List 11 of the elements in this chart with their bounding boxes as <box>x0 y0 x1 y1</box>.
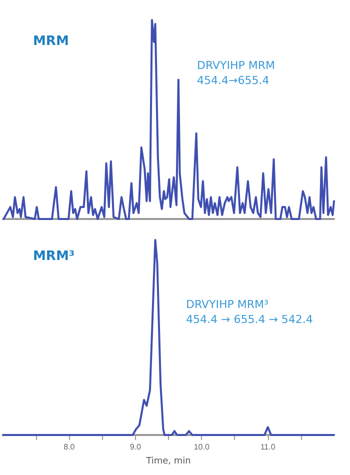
x-tick-label: 9.0 <box>130 442 142 452</box>
x-tick-label: 11.0 <box>260 442 276 452</box>
annotation: DRVYIHP MRM³ <box>186 298 268 311</box>
annotation: 454.4→655.4 <box>197 74 270 87</box>
x-tick-label: 10.0 <box>194 442 210 452</box>
x-axis-title: Time, min <box>145 456 191 466</box>
annotation: DRVYIHP MRM <box>197 59 276 72</box>
text: MRM³ <box>33 249 75 264</box>
x-tick-label: 8.0 <box>64 442 76 452</box>
annotation: 454.4 → 655.4 → 542.4 <box>186 313 313 326</box>
text: MRM <box>33 34 69 49</box>
